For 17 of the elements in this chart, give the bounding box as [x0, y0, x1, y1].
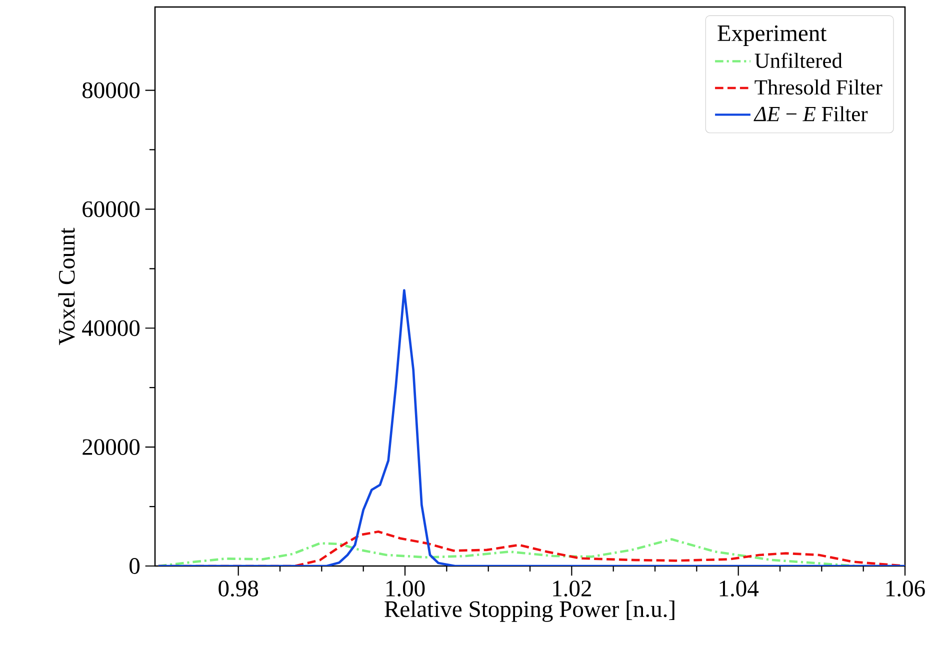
legend-label: Unfiltered	[754, 52, 842, 68]
y-tick-label: 20000	[82, 439, 140, 456]
legend-label: Thresold Filter	[754, 80, 882, 95]
x-tick-label: 1.00	[386, 580, 425, 597]
x-tick-label: 1.02	[553, 580, 591, 597]
legend-label: ΔE − E Filter	[754, 106, 868, 122]
x-tick-label: 0.98	[218, 580, 258, 597]
legend-title: Experiment	[718, 25, 827, 46]
y-tick-label: 60000	[82, 201, 140, 218]
y-tick-label: 80000	[82, 82, 140, 98]
x-axis-title: Relative Stopping Power [n.u.]	[384, 600, 674, 622]
line-series	[157, 289, 906, 566]
y-axis-title: Voxel Count	[58, 228, 75, 346]
y-tick-label: 0	[130, 558, 140, 574]
y-tick-label: 40000	[82, 320, 140, 336]
x-tick-label: 1.04	[720, 580, 759, 597]
x-tick-label: 1.06	[886, 580, 925, 597]
